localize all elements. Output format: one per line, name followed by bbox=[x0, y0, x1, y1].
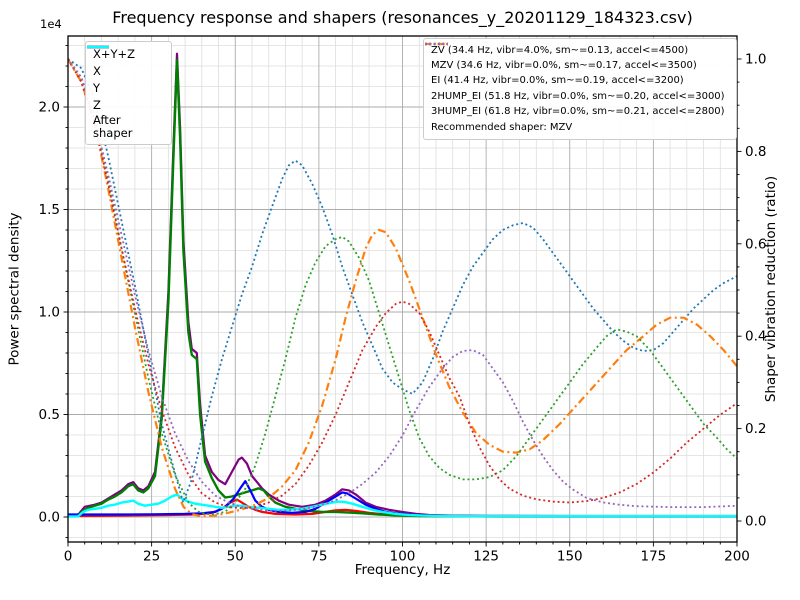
y-axis-label-left-wrap: Power spectral density bbox=[4, 36, 26, 542]
y-right-tick-label: 0.8 bbox=[745, 144, 766, 160]
legend-label: 2HUMP_EI (51.8 Hz, vibr=0.0%, sm~=0.20, … bbox=[431, 90, 725, 102]
series-zv bbox=[68, 58, 737, 504]
y-left-tick-label: 2.0 bbox=[39, 100, 60, 116]
x-tick-label: 200 bbox=[724, 549, 750, 565]
chart-title: Frequency response and shapers (resonanc… bbox=[112, 8, 693, 27]
legend-item-z: Z bbox=[87, 45, 164, 114]
legend-label: Z bbox=[93, 97, 101, 112]
legend-item-ei: EI (41.4 Hz, vibr=0.0%, sm~=0.19, accel<… bbox=[425, 42, 729, 89]
legend-line-sample-icon bbox=[425, 42, 448, 46]
series-x-y-z bbox=[68, 52, 737, 518]
legend-label: MZV (34.6 Hz, vibr=0.0%, sm~=0.17, accel… bbox=[431, 60, 697, 72]
x-tick-label: 0 bbox=[64, 549, 73, 565]
legend-item-recommended: Recommended shaper: MZV bbox=[431, 120, 729, 135]
legend-label: X+Y+Z bbox=[93, 46, 136, 61]
y-right-tick-label: 0.4 bbox=[745, 329, 766, 345]
legend-label: X bbox=[93, 63, 101, 78]
x-axis-label: Frequency, Hz bbox=[354, 562, 451, 578]
y-axis-offset-text: 1e4 bbox=[40, 17, 62, 31]
legend-label: ZV (34.4 Hz, vibr=4.0%, sm~=0.13, accel<… bbox=[431, 44, 689, 56]
legend-label: EI (41.4 Hz, vibr=0.0%, sm~=0.19, accel<… bbox=[431, 75, 684, 87]
series-ei bbox=[68, 58, 737, 515]
series-y bbox=[68, 58, 737, 518]
series-after-shaper bbox=[68, 493, 737, 518]
x-tick-label: 25 bbox=[143, 549, 160, 565]
curves bbox=[68, 52, 737, 518]
legend-label: Recommended shaper: MZV bbox=[431, 121, 573, 133]
series-2hump-ei bbox=[68, 58, 737, 509]
tick-labels: 0 25 50 75 100 125 150 175 200 0.0 0.5 1.0 1.5 2.0 0.0… bbox=[39, 52, 767, 565]
legend-item-after: After shaper bbox=[87, 45, 164, 141]
x-tick-label: 175 bbox=[640, 549, 666, 565]
x-tick-label: 125 bbox=[473, 549, 499, 565]
x-tick-label: 100 bbox=[390, 549, 416, 565]
y-axis-label-left: Power spectral density bbox=[7, 212, 24, 366]
y-right-tick-label: 0.0 bbox=[745, 514, 766, 530]
legend-label: 3HUMP_EI (61.8 Hz, vibr=0.0%, sm~=0.21, … bbox=[431, 106, 725, 118]
legend-label: After shaper bbox=[93, 113, 133, 141]
y-axis-label-right: Shaper vibration reduction (ratio) bbox=[763, 175, 780, 403]
y-right-tick-label: 1.0 bbox=[745, 52, 766, 68]
legend-item-zv: ZV (34.4 Hz, vibr=4.0%, sm~=0.13, accel<… bbox=[425, 42, 729, 58]
legend-item-x: X bbox=[87, 45, 164, 80]
y-left-tick-label: 1.0 bbox=[39, 305, 60, 321]
legend-line-sample-icon bbox=[425, 42, 448, 46]
legend-line-sample-icon bbox=[87, 45, 109, 49]
legend-item-3hump-ei: 3HUMP_EI (61.8 Hz, vibr=0.0%, sm~=0.21, … bbox=[425, 42, 729, 120]
shaper-legend: ZV (34.4 Hz, vibr=4.0%, sm~=0.13, accel<… bbox=[423, 38, 737, 141]
legend-item-y: Y bbox=[87, 45, 164, 97]
y-left-tick-label: 0.5 bbox=[39, 407, 60, 423]
y-right-tick-label: 0.2 bbox=[745, 421, 766, 437]
psd-legend: X+Y+Z X Y Z After shaper bbox=[85, 41, 172, 146]
y-axis-label-right-wrap: Shaper vibration reduction (ratio) bbox=[760, 36, 782, 542]
y-left-tick-label: 1.5 bbox=[39, 202, 60, 218]
y-right-tick-label: 0.6 bbox=[745, 236, 766, 252]
legend-item-2hump-ei: 2HUMP_EI (51.8 Hz, vibr=0.0%, sm~=0.20, … bbox=[425, 42, 729, 104]
x-tick-label: 75 bbox=[310, 549, 327, 565]
series-mzv bbox=[68, 58, 737, 518]
legend-item-mzv: MZV (34.6 Hz, vibr=0.0%, sm~=0.17, accel… bbox=[425, 42, 729, 73]
x-tick-label: 50 bbox=[227, 549, 244, 565]
legend-line-sample-icon bbox=[424, 39, 449, 49]
legend-label: Y bbox=[93, 80, 101, 95]
x-tick-label: 150 bbox=[557, 549, 583, 565]
axis-ticks bbox=[63, 45, 742, 547]
y-left-tick-label: 0.0 bbox=[39, 510, 60, 526]
